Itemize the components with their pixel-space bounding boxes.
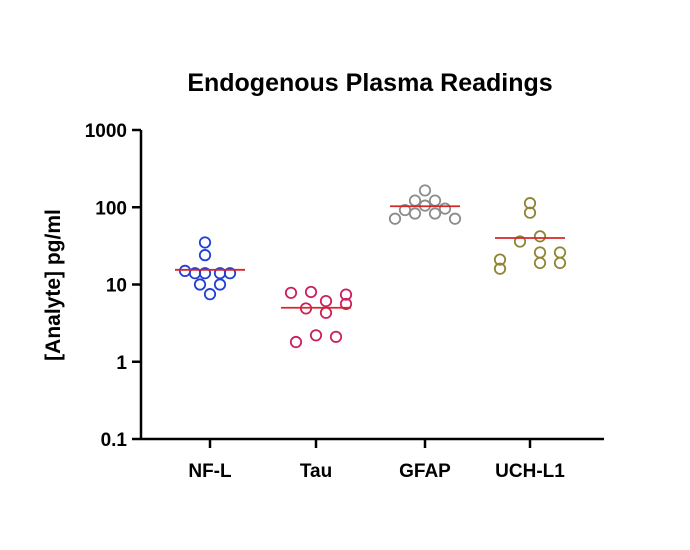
x-tick-label: GFAP xyxy=(399,461,451,482)
data-point xyxy=(198,249,212,262)
data-point xyxy=(533,230,547,243)
data-point xyxy=(408,194,422,207)
x-ticks: NF-L Tau GFAP UCH-L1 xyxy=(188,439,565,482)
data-point xyxy=(304,285,318,299)
y-tick-label: 10 xyxy=(106,276,127,297)
data-point xyxy=(193,278,207,291)
x-tick-label: UCH-L1 xyxy=(495,461,565,482)
data-point xyxy=(319,294,333,308)
data-point xyxy=(339,288,353,301)
data-point xyxy=(533,246,547,259)
data-point xyxy=(553,256,567,270)
data-point xyxy=(438,202,452,215)
data-point xyxy=(513,235,527,248)
data-point xyxy=(493,262,507,275)
y-tick-label: 100 xyxy=(95,198,127,219)
x-tick-label: NF-L xyxy=(188,461,232,482)
data-point xyxy=(408,207,422,220)
data-point xyxy=(418,184,432,197)
data-point xyxy=(198,236,212,249)
data-point xyxy=(198,267,212,280)
data-point xyxy=(428,207,442,220)
data-point xyxy=(523,206,537,219)
data-point xyxy=(309,329,323,342)
x-tick-label: Tau xyxy=(300,461,332,482)
y-tick-label: 0.1 xyxy=(101,430,128,451)
data-point xyxy=(448,212,462,225)
data-point xyxy=(553,246,567,259)
chart-title: Endogenous Plasma Readings xyxy=(187,69,552,97)
data-point xyxy=(533,256,547,270)
data-points xyxy=(178,184,567,349)
y-axis-label: [Analyte] pg/ml xyxy=(42,209,65,361)
data-point xyxy=(388,212,402,225)
y-tick-label: 1000 xyxy=(85,121,127,142)
data-point xyxy=(213,278,227,291)
y-ticks: 0.1 1 10 100 1000 xyxy=(85,121,141,451)
y-tick-label: 1 xyxy=(116,353,127,374)
data-point xyxy=(329,330,343,343)
data-point xyxy=(203,288,217,301)
data-point xyxy=(319,306,333,319)
data-point xyxy=(493,253,507,266)
data-point xyxy=(178,264,192,277)
data-point xyxy=(223,267,237,280)
data-point xyxy=(339,297,353,311)
data-point xyxy=(428,194,442,207)
data-point xyxy=(284,286,298,299)
median-lines xyxy=(175,205,565,309)
data-point xyxy=(289,335,303,349)
